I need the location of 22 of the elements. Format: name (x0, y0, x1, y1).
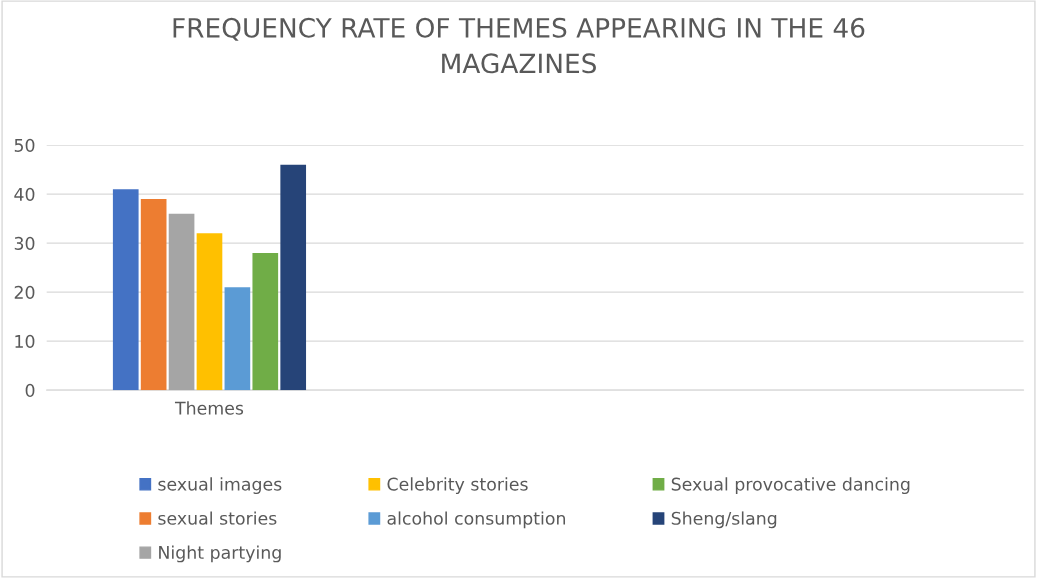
y-tick-label: 30 (14, 236, 35, 250)
legend-label: sexual stories (158, 511, 277, 525)
y-tick-label: 50 (14, 138, 35, 152)
legend-label: sexual images (158, 477, 282, 495)
x-tick-label: Themes (174, 401, 244, 415)
legend-label: Celebrity stories (387, 477, 528, 495)
bar (140, 198, 167, 391)
y-tick-label: 0 (25, 383, 35, 397)
y-tick-label: 10 (15, 334, 35, 348)
y-tick-label: 20 (14, 285, 35, 299)
bar (112, 189, 139, 391)
legend-label: Sheng/slang (671, 511, 777, 529)
chart-title: FREQUENCY RATE OF THEMES APPEARING IN THE 46 MAGAZINES (173, 17, 865, 74)
legend-label: Night partying (159, 545, 281, 563)
bar (168, 213, 195, 391)
y-tick-label: 40 (14, 187, 35, 201)
bar (280, 164, 307, 391)
bar (252, 252, 279, 391)
bar (196, 233, 223, 391)
legend-label: Sexual provocative dancing (671, 477, 910, 495)
legend-label: alcohol consumption (387, 511, 566, 529)
bar (224, 287, 251, 391)
